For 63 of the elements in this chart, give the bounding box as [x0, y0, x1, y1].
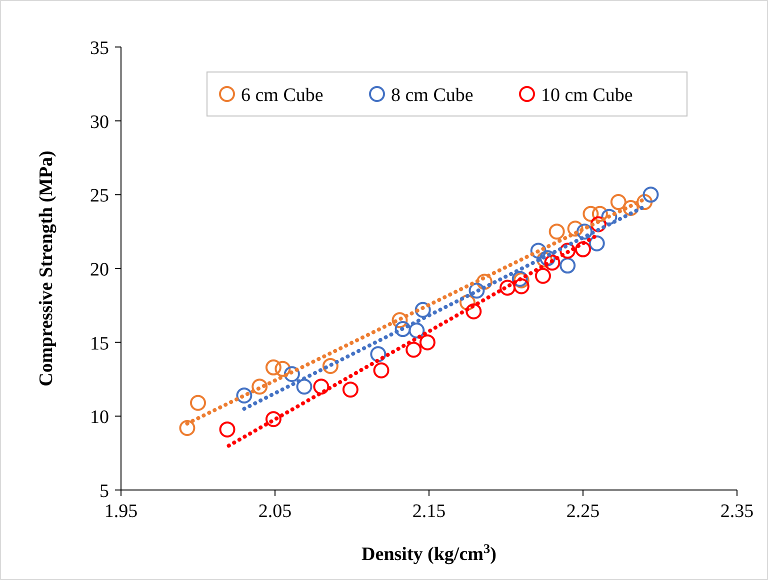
legend-label: 8 cm Cube	[391, 85, 474, 106]
point	[466, 303, 482, 320]
point	[284, 366, 300, 382]
point	[370, 346, 386, 362]
point	[534, 268, 551, 284]
point	[476, 274, 492, 290]
point	[419, 334, 436, 350]
point	[513, 278, 530, 294]
point	[265, 359, 282, 376]
point	[468, 282, 485, 299]
y-axis-title: Compressive Strength (MPa)	[36, 150, 57, 386]
point	[567, 220, 584, 237]
point	[610, 194, 626, 210]
point	[576, 224, 593, 240]
point	[342, 382, 358, 398]
y-tick-label: 35	[90, 38, 109, 59]
point	[582, 206, 599, 222]
point	[394, 321, 411, 338]
y-tick-label: 15	[90, 333, 109, 354]
point	[642, 186, 659, 203]
point	[373, 362, 390, 378]
x-axis-title: Density (kg/cm$^{3}$)	[362, 540, 496, 565]
point	[265, 411, 282, 428]
point	[322, 358, 338, 374]
point	[601, 208, 618, 225]
point	[219, 421, 236, 438]
legend-label: 10 cm Cube	[541, 85, 633, 106]
point	[540, 250, 556, 266]
point	[530, 242, 546, 259]
point	[460, 294, 476, 310]
point	[190, 394, 206, 411]
point	[274, 360, 291, 377]
x-tick-label: 1.95	[104, 501, 138, 522]
y-tick-label: 30	[90, 112, 109, 133]
y-tick-label: 25	[90, 186, 109, 207]
point	[575, 241, 591, 258]
x-tick-label: 2.15	[412, 501, 446, 522]
point	[179, 420, 196, 436]
point	[636, 194, 653, 210]
point	[560, 242, 576, 259]
y-tick-label: 10	[90, 407, 109, 428]
x-tick-label: 2.35	[720, 501, 754, 522]
x-tick-label: 2.25	[566, 501, 600, 522]
point	[313, 378, 330, 395]
point	[408, 322, 425, 339]
y-tick-label: 20	[90, 260, 109, 280]
point	[414, 302, 431, 318]
point	[544, 254, 560, 271]
point	[592, 206, 608, 222]
point	[590, 216, 606, 232]
point	[296, 378, 312, 395]
x-tick-label: 2.05	[258, 501, 292, 522]
legend-label: 6 cm Cube	[241, 85, 324, 106]
point	[236, 387, 252, 404]
point	[548, 224, 565, 240]
point	[392, 312, 408, 328]
y-tick-label: 5	[100, 481, 109, 502]
point	[560, 258, 576, 274]
point	[500, 280, 516, 296]
point	[622, 200, 639, 216]
point	[252, 378, 268, 395]
point	[406, 342, 422, 358]
point	[588, 235, 605, 252]
